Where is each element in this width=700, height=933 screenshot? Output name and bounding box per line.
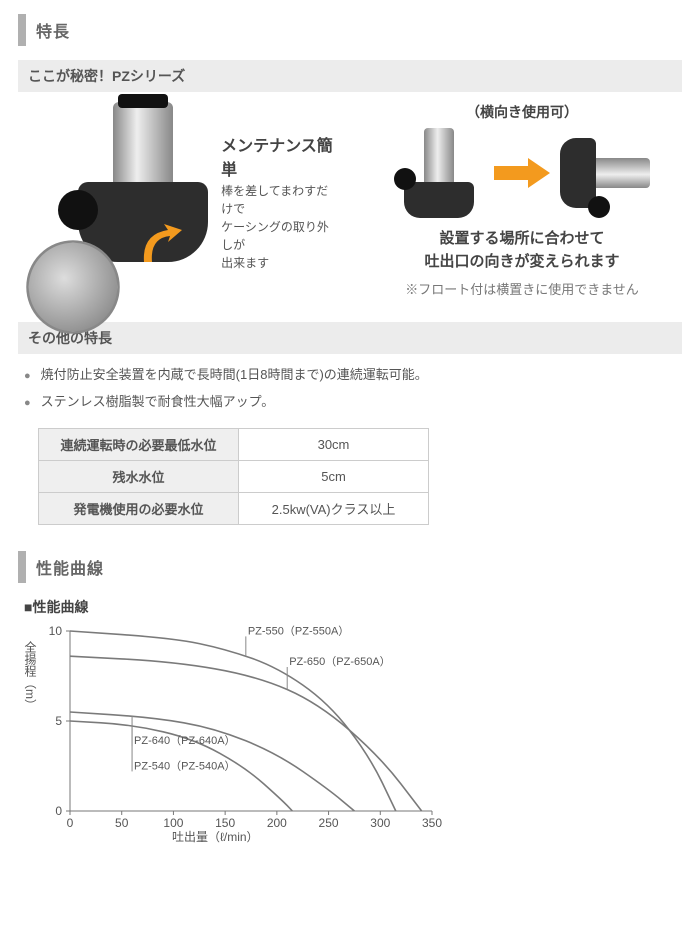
orientation-footnote: ※フロート付は横置きに使用できません (362, 279, 682, 298)
section-title-features: 特長 (18, 14, 682, 46)
spec-label: 発電機使用の必要水位 (39, 493, 239, 525)
svg-text:PZ-550（PZ-550A）: PZ-550（PZ-550A） (248, 624, 349, 637)
feature-orientation: （横向き使用可） 設置する場所に合わせて 吐出口の向きが変えられます ※フロート… (362, 102, 682, 298)
curved-arrow-icon (138, 222, 184, 268)
chart-svg: 0501001502002503003505100PZ-550（PZ-550A）… (22, 621, 442, 841)
maintenance-title: メンテナンス簡単 (221, 132, 338, 180)
spec-value: 2.5kw(VA)クラス以上 (239, 493, 429, 525)
orientation-caption: 設置する場所に合わせて 吐出口の向きが変えられます (362, 228, 682, 273)
maintenance-desc: 棒を差してまわすだけで ケーシングの取り外しが 出来ます (221, 182, 338, 272)
performance-chart: 全揚程（m） 0501001502002503003505100PZ-550（P… (22, 621, 442, 841)
svg-text:0: 0 (67, 816, 74, 830)
sub-heading-other: その他の特長 (18, 322, 682, 354)
feature-bullets: 焼付防止安全装置を内蔵で長時間(1日8時間まで)の連続運転可能。 ステンレス樹脂… (24, 364, 682, 410)
svg-text:PZ-540（PZ-540A）: PZ-540（PZ-540A） (134, 759, 235, 772)
svg-text:PZ-650（PZ-650A）: PZ-650（PZ-650A） (289, 655, 390, 668)
table-row: 発電機使用の必要水位 2.5kw(VA)クラス以上 (39, 493, 429, 525)
svg-text:250: 250 (319, 816, 339, 830)
spec-table: 連続運転時の必要最低水位 30cm 残水水位 5cm 発電機使用の必要水位 2.… (38, 428, 429, 525)
svg-text:200: 200 (267, 816, 287, 830)
feature-maintenance: メンテナンス簡単 棒を差してまわすだけで ケーシングの取り外しが 出来ます (18, 102, 338, 302)
feature-row: メンテナンス簡単 棒を差してまわすだけで ケーシングの取り外しが 出来ます （横… (18, 102, 682, 302)
orientation-note: （横向き使用可） (362, 102, 682, 122)
orientation-illustration (362, 128, 682, 218)
table-row: 連続運転時の必要最低水位 30cm (39, 429, 429, 461)
svg-text:PZ-640（PZ-640A）: PZ-640（PZ-640A） (134, 734, 235, 747)
pump-illustration-left (18, 102, 213, 302)
svg-text:5: 5 (55, 714, 62, 728)
svg-text:0: 0 (55, 804, 62, 818)
spec-label: 残水水位 (39, 461, 239, 493)
list-item: 焼付防止安全装置を内蔵で長時間(1日8時間まで)の連続運転可能。 (24, 364, 682, 383)
svg-text:50: 50 (115, 816, 129, 830)
sub-heading-secret: ここが秘密！PZシリーズ (18, 60, 682, 92)
spec-label: 連続運転時の必要最低水位 (39, 429, 239, 461)
chart-heading: ■性能曲線 (24, 597, 682, 617)
spec-value: 5cm (239, 461, 429, 493)
section-title-performance: 性能曲線 (18, 551, 682, 583)
x-axis-label: 吐出量（ℓ/min） (172, 828, 259, 845)
svg-text:300: 300 (370, 816, 390, 830)
mini-pump-vertical (394, 128, 484, 218)
spec-value: 30cm (239, 429, 429, 461)
svg-text:350: 350 (422, 816, 442, 830)
table-row: 残水水位 5cm (39, 461, 429, 493)
list-item: ステンレス樹脂製で耐食性大幅アップ。 (24, 391, 682, 410)
mini-pump-horizontal (560, 128, 650, 218)
svg-text:10: 10 (49, 624, 63, 638)
arrow-right-icon (494, 158, 550, 188)
